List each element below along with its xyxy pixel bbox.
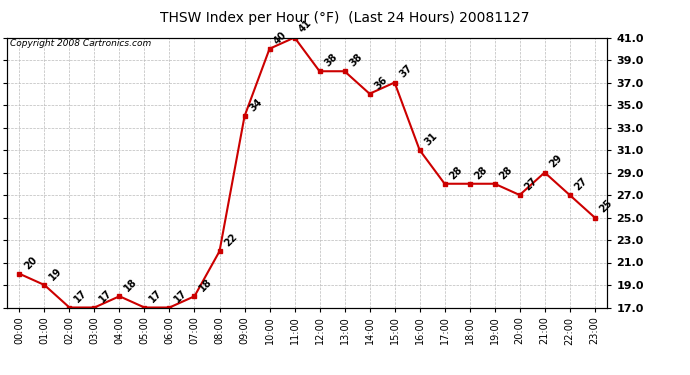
Text: 29: 29	[547, 153, 564, 170]
Text: 25: 25	[598, 198, 614, 215]
Text: 22: 22	[222, 232, 239, 249]
Text: 41: 41	[297, 18, 314, 35]
Text: 27: 27	[573, 176, 589, 192]
Text: 28: 28	[497, 164, 514, 181]
Text: 36: 36	[373, 74, 389, 91]
Text: 28: 28	[447, 164, 464, 181]
Text: 19: 19	[47, 266, 63, 282]
Text: 37: 37	[397, 63, 414, 80]
Text: 17: 17	[72, 288, 89, 305]
Text: 38: 38	[322, 52, 339, 69]
Text: Copyright 2008 Cartronics.com: Copyright 2008 Cartronics.com	[10, 39, 151, 48]
Text: 17: 17	[147, 288, 164, 305]
Text: 40: 40	[273, 29, 289, 46]
Text: 18: 18	[122, 277, 139, 294]
Text: 34: 34	[247, 97, 264, 114]
Text: 31: 31	[422, 130, 439, 147]
Text: 17: 17	[97, 288, 114, 305]
Text: 27: 27	[522, 176, 539, 192]
Text: 28: 28	[473, 164, 489, 181]
Text: 38: 38	[347, 52, 364, 69]
Text: 17: 17	[172, 288, 189, 305]
Text: THSW Index per Hour (°F)  (Last 24 Hours) 20081127: THSW Index per Hour (°F) (Last 24 Hours)…	[160, 11, 530, 25]
Text: 20: 20	[22, 254, 39, 271]
Text: 18: 18	[197, 277, 214, 294]
